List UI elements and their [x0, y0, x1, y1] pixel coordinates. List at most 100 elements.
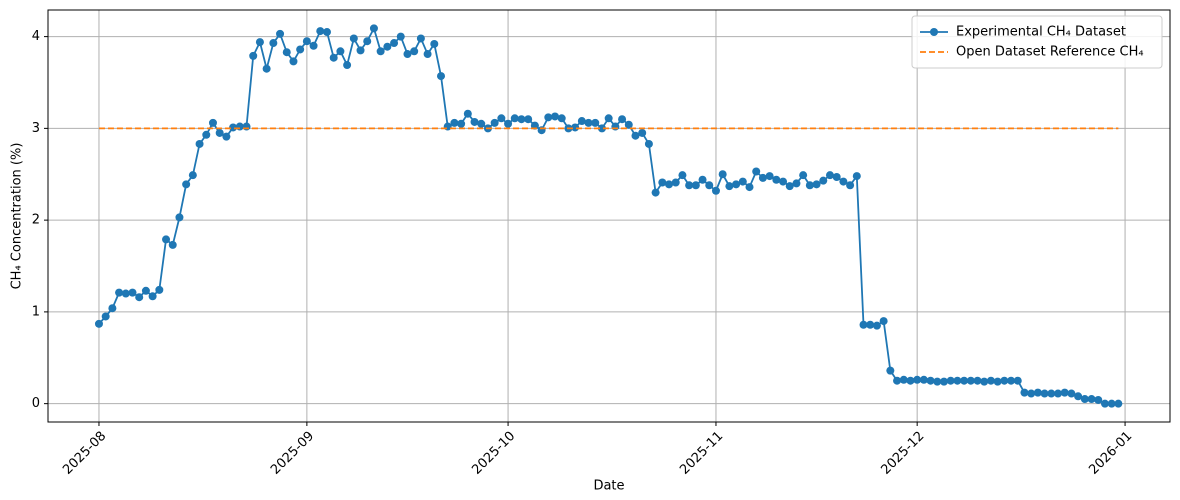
data-point: [289, 57, 298, 66]
data-point: [135, 293, 144, 302]
data-point: [423, 50, 432, 59]
data-point: [618, 115, 627, 124]
data-point: [738, 177, 747, 186]
data-point: [966, 376, 975, 385]
x-tick-label: 2025-08: [60, 429, 109, 478]
data-point: [262, 64, 271, 73]
data-point: [792, 179, 801, 188]
data-point: [772, 175, 781, 184]
data-point: [980, 377, 989, 386]
y-tick-label: 2: [32, 213, 40, 228]
data-point: [490, 118, 499, 127]
data-point: [1000, 376, 1009, 385]
data-point: [953, 376, 962, 385]
data-point: [175, 213, 184, 222]
data-point: [276, 29, 285, 38]
data-point: [437, 72, 446, 81]
data-point: [544, 113, 553, 122]
x-tick-label: 2025-11: [677, 429, 726, 478]
data-point: [222, 132, 231, 141]
data-point: [758, 173, 767, 182]
data-line: [98, 25, 1119, 405]
data-point: [825, 171, 834, 180]
data-point: [470, 117, 479, 126]
data-point: [705, 181, 714, 190]
y-axis-label: CH₄ Concentration (%): [10, 143, 25, 290]
data-point: [497, 114, 506, 123]
data-point: [960, 376, 969, 385]
data-point: [1087, 395, 1096, 404]
data-point: [557, 114, 566, 123]
data-point: [403, 50, 412, 59]
data-point: [94, 319, 103, 328]
legend-marker: [930, 28, 938, 36]
data-point: [255, 38, 264, 47]
data-point: [215, 128, 224, 137]
data-point: [839, 177, 848, 186]
data-point: [430, 39, 439, 48]
data-point: [551, 112, 560, 121]
data-point: [349, 34, 358, 43]
data-point: [168, 240, 177, 249]
data-point: [926, 376, 935, 385]
data-point: [852, 172, 861, 181]
data-point: [691, 181, 700, 190]
x-tick-label: 2026-01: [1086, 429, 1135, 478]
data-point: [1054, 389, 1063, 398]
data-point: [155, 285, 164, 294]
data-point: [510, 114, 519, 123]
x-tick-label: 2025-10: [469, 429, 518, 478]
data-point: [1060, 388, 1069, 397]
data-point: [886, 366, 895, 375]
data-point: [504, 119, 513, 128]
x-tick-label: 2025-12: [878, 429, 927, 478]
data-point: [1094, 395, 1103, 404]
data-point: [711, 186, 720, 195]
data-point: [913, 375, 922, 384]
data-point: [302, 37, 311, 46]
data-point: [115, 288, 124, 297]
data-point: [162, 235, 171, 244]
data-point: [986, 376, 995, 385]
data-point: [879, 317, 888, 326]
plot-frame: [47, 9, 1171, 423]
data-point: [872, 321, 881, 330]
data-point: [537, 126, 546, 135]
data-point: [919, 375, 928, 384]
data-point: [973, 376, 982, 385]
data-point: [1020, 388, 1029, 397]
data-point: [933, 377, 942, 386]
data-point: [1040, 389, 1049, 398]
data-point: [443, 122, 452, 131]
data-point: [725, 182, 734, 191]
data-point: [376, 47, 385, 56]
data-point: [846, 181, 855, 190]
data-point: [463, 109, 472, 118]
data-point: [597, 124, 606, 133]
data-point: [336, 47, 345, 56]
data-point: [651, 188, 660, 197]
data-point: [698, 175, 707, 184]
data-point: [866, 320, 875, 329]
data-point: [242, 122, 251, 131]
data-point: [819, 176, 828, 185]
data-point: [121, 289, 130, 298]
data-point: [946, 376, 955, 385]
data-point: [604, 114, 613, 123]
data-point: [249, 51, 258, 60]
data-point: [1033, 388, 1042, 397]
data-point: [631, 131, 640, 140]
data-point: [899, 375, 908, 384]
data-point: [1027, 389, 1036, 398]
data-point: [329, 53, 338, 62]
data-point: [591, 118, 600, 127]
data-point: [785, 182, 794, 191]
y-tick-label: 0: [32, 396, 40, 411]
data-point: [678, 171, 687, 180]
data-point: [939, 377, 948, 386]
y-tick-label: 1: [32, 304, 40, 319]
data-point: [410, 47, 419, 56]
data-point: [1114, 399, 1123, 408]
data-point: [450, 118, 459, 127]
